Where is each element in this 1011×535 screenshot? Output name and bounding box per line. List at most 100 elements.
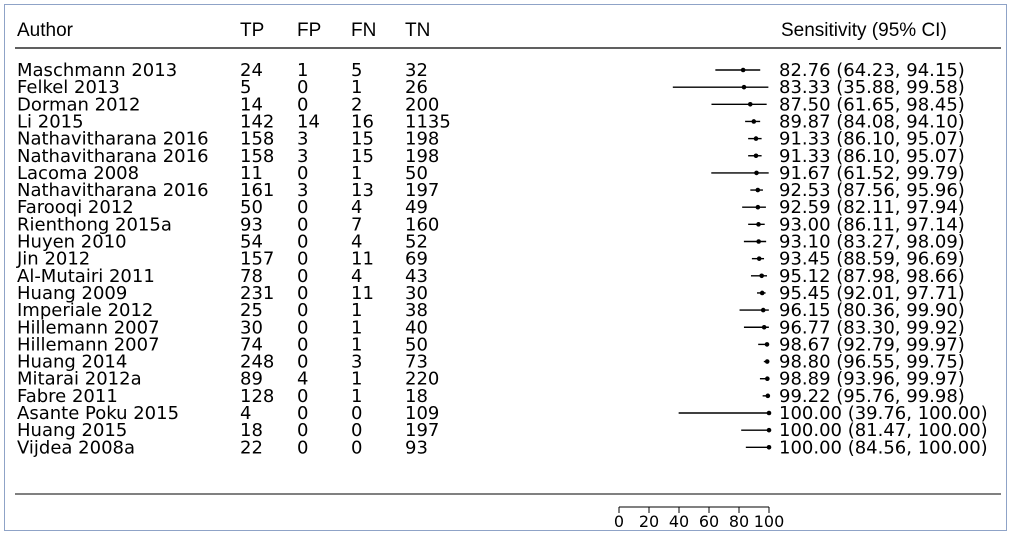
study-author: Huang 2014 (17, 352, 127, 373)
study-fp: 3 (297, 180, 308, 201)
point-estimate (759, 273, 764, 279)
study-row: Nathavitharana 2016 158 3 15 198 91.33 (86.10… (17, 146, 965, 167)
header-author: Author (17, 20, 74, 41)
study-fp: 0 (297, 386, 308, 407)
study-tn: 1135 (405, 111, 451, 132)
study-author: Nathavitharana 2016 (17, 146, 209, 167)
estimate-label: 91.67 (61.52, 99.79) (779, 163, 965, 184)
study-tp: 74 (240, 334, 263, 355)
study-fn: 15 (351, 129, 374, 150)
header-tp: TP (240, 20, 264, 41)
study-tn: 109 (405, 403, 439, 424)
point-estimate (753, 153, 759, 159)
study-fn: 5 (351, 60, 362, 81)
study-fp: 0 (297, 214, 308, 235)
study-tn: 43 (405, 266, 428, 287)
point-estimate (756, 256, 762, 261)
point-estimate (755, 187, 761, 193)
study-fp: 0 (297, 403, 308, 424)
study-fn: 1 (351, 300, 362, 321)
estimate-label: 93.45 (88.59, 96.69) (779, 249, 965, 270)
study-row: Nathavitharana 2016 158 3 15 198 91.33 (86.10… (17, 129, 965, 150)
study-tp: 93 (240, 214, 263, 235)
study-fn: 1 (351, 386, 362, 407)
study-tn: 73 (405, 352, 428, 373)
study-tp: 25 (240, 300, 263, 321)
study-tp: 128 (240, 386, 274, 407)
point-estimate (761, 324, 767, 330)
study-fp: 0 (297, 77, 308, 98)
study-author: Li 2015 (17, 111, 84, 132)
study-fn: 16 (351, 111, 374, 132)
estimate-label: 83.33 (35.88, 99.58) (779, 77, 965, 98)
study-row: Maschmann 2013 24 1 5 32 82.76 (64.23, 94.15) (17, 60, 965, 81)
estimate-label: 95.12 (87.98, 98.66) (779, 266, 965, 287)
study-author: Rienthong 2015a (17, 214, 172, 235)
study-row: Al-Mutairi 2011 78 0 4 43 95.12 (87.98, 98.66… (17, 266, 965, 287)
estimate-label: 91.33 (86.10, 95.07) (779, 129, 965, 150)
point-estimate (766, 427, 772, 433)
study-tn: 38 (405, 300, 428, 321)
study-tp: 50 (240, 197, 263, 218)
point-estimate (753, 136, 759, 141)
estimate-label: 100.00 (84.56, 100.00) (779, 437, 988, 458)
study-author: Mitarai 2012a (17, 369, 142, 390)
study-tp: 30 (240, 317, 263, 338)
estimate-label: 91.33 (86.10, 95.07) (779, 146, 965, 167)
header-row: Author TP FP FN TN Sensitivity (95% CI) (17, 20, 947, 41)
study-tp: 142 (240, 111, 274, 132)
study-row: Vijdea 2008a 22 0 0 93 100.00 (84.56, 100.00) (17, 437, 988, 458)
estimate-label: 99.22 (95.76, 99.98) (779, 386, 965, 407)
study-fp: 0 (297, 283, 308, 304)
study-fp: 3 (297, 129, 308, 150)
study-fp: 1 (297, 60, 308, 81)
estimate-label: 92.53 (87.56, 95.96) (779, 180, 965, 201)
point-estimate (765, 376, 770, 382)
study-tn: 198 (405, 129, 439, 150)
study-author: Nathavitharana 2016 (17, 129, 209, 150)
estimate-label: 87.50 (61.65, 98.45) (779, 94, 965, 115)
point-estimate (764, 342, 770, 347)
study-author: Felkel 2013 (17, 77, 120, 98)
study-author: Vijdea 2008a (17, 437, 135, 458)
study-author: Fabre 2011 (17, 386, 118, 407)
header-fp: FP (297, 20, 321, 41)
point-estimate (766, 410, 772, 416)
study-author: Imperiale 2012 (17, 300, 153, 321)
point-estimate (756, 222, 761, 227)
estimate-label: 98.80 (96.55, 99.75) (779, 352, 965, 373)
study-tn: 200 (405, 94, 439, 115)
study-author: Farooqi 2012 (17, 197, 134, 218)
study-tp: 78 (240, 266, 263, 287)
study-author: Jin 2012 (16, 249, 90, 270)
study-author: Huang 2015 (17, 420, 127, 441)
study-fn: 15 (351, 146, 374, 167)
study-author: Huyen 2010 (17, 232, 127, 253)
study-tp: 157 (240, 249, 274, 270)
study-tn: 93 (405, 437, 428, 458)
study-tn: 32 (405, 60, 428, 81)
study-author: Huang 2009 (17, 283, 127, 304)
study-tn: 30 (405, 283, 428, 304)
point-estimate (766, 445, 772, 450)
study-fp: 4 (297, 369, 308, 390)
header-tn: TN (405, 20, 430, 41)
study-tn: 160 (405, 214, 439, 235)
study-fn: 0 (351, 403, 362, 424)
x-tick-label: 80 (729, 512, 749, 531)
study-row: Dorman 2012 14 0 2 200 87.50 (61.65, 98.45) (17, 94, 965, 115)
study-row: Rienthong 2015a 93 0 7 160 93.00 (86.11, 97.1… (17, 214, 965, 235)
study-row: Hillemann 2007 74 0 1 50 98.67 (92.79, 99.97) (17, 334, 965, 355)
estimate-label: 98.89 (93.96, 99.97) (779, 369, 965, 390)
study-author: Hillemann 2007 (17, 334, 160, 355)
study-fn: 1 (351, 163, 362, 184)
point-estimate (759, 290, 765, 296)
study-fn: 4 (351, 232, 362, 253)
study-tp: 14 (240, 94, 263, 115)
x-tick-label: 20 (639, 512, 659, 531)
study-tn: 69 (405, 249, 428, 270)
point-estimate (747, 102, 753, 107)
study-tn: 18 (405, 386, 428, 407)
forest-plot-frame (4, 4, 1007, 531)
